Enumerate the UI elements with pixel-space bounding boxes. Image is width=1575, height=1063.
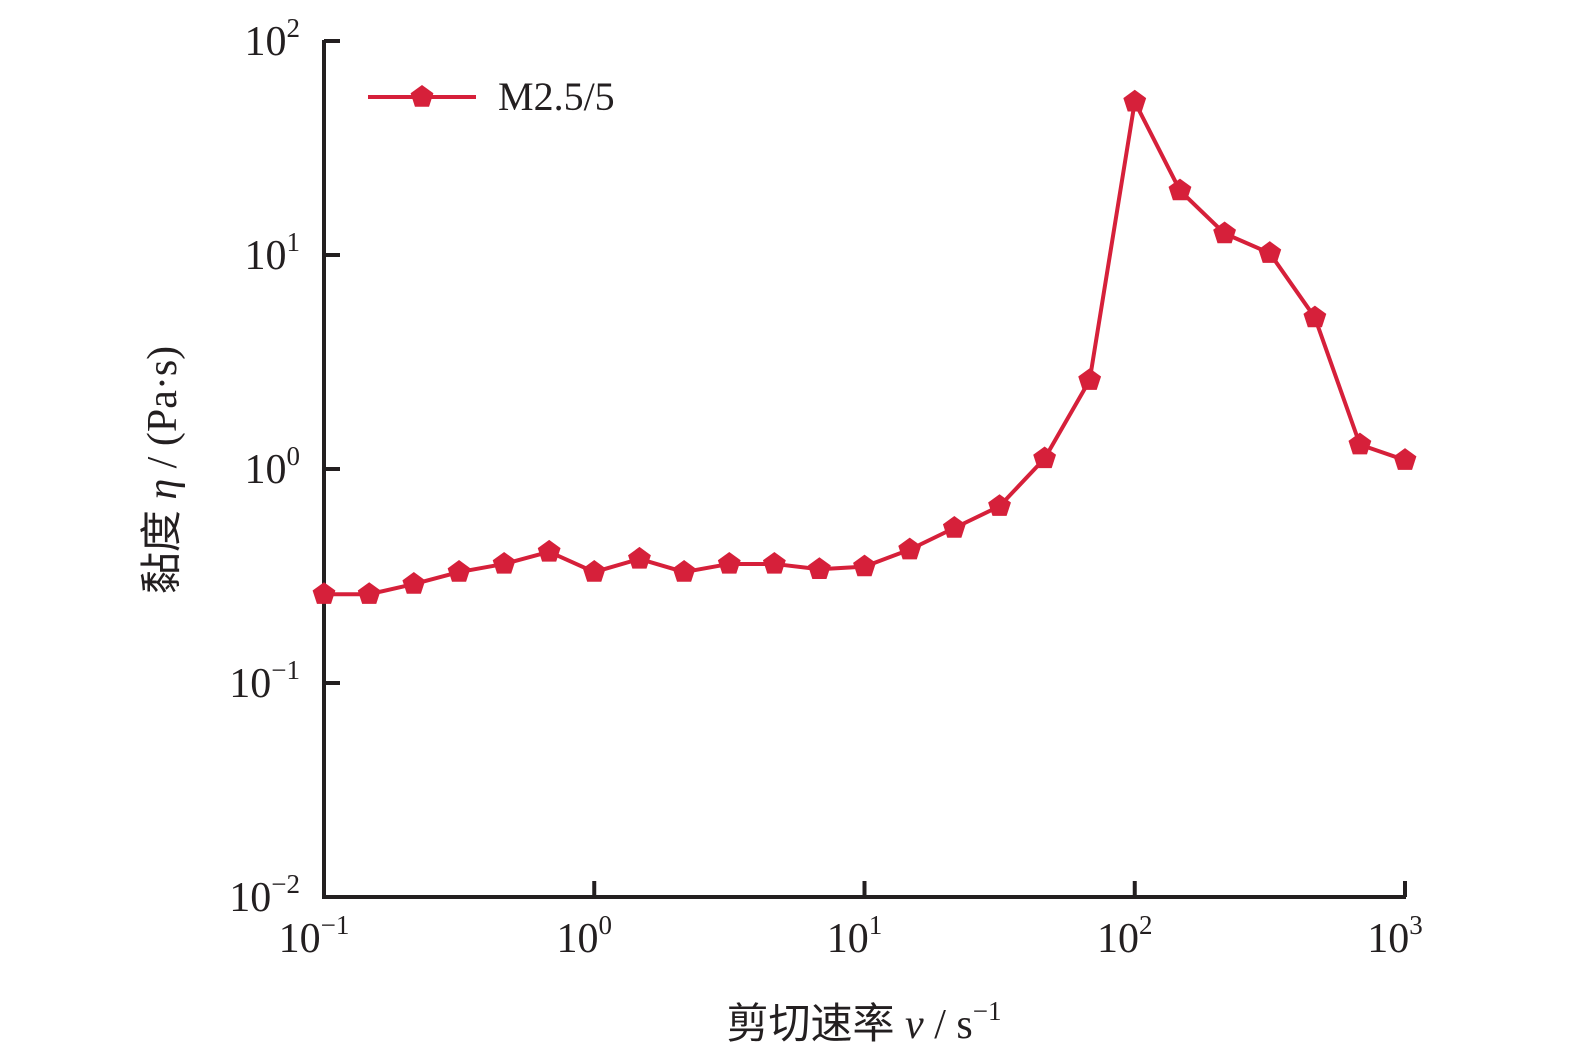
data-point-marker: [762, 551, 786, 574]
data-point-marker: [1303, 305, 1327, 328]
y-tick-exponent: −2: [271, 869, 300, 899]
x-axis-title: 剪切速率 v / s−1: [727, 996, 1002, 1048]
data-point-marker: [988, 494, 1011, 516]
data-point-marker: [808, 557, 831, 579]
data-point-marker: [1123, 89, 1147, 112]
data-point-marker: [942, 516, 966, 538]
x-tick-label: 102: [1097, 910, 1153, 962]
x-tick-label: 101: [827, 910, 883, 962]
data-point-marker: [492, 551, 516, 574]
x-ticks: 10−1 100 101 102 103: [279, 881, 1423, 962]
data-point-marker: [672, 560, 696, 582]
data-point-marker: [1348, 432, 1372, 455]
y-axis-title-prefix: 黏度: [140, 500, 186, 595]
y-tick-base: 10: [245, 19, 287, 65]
y-tick-label: 101: [245, 227, 301, 279]
x-tick-exponent: −1: [321, 910, 350, 940]
y-tick-base: 10: [229, 875, 271, 921]
data-point-marker: [357, 582, 381, 604]
x-tick-base: 10: [1097, 916, 1139, 962]
x-axis-title-prefix: 剪切速率: [727, 1001, 906, 1048]
legend-label: M2.5/5: [498, 74, 615, 119]
x-tick-label: 100: [557, 910, 613, 962]
x-tick-base: 10: [557, 916, 599, 962]
data-point-marker: [1258, 241, 1282, 263]
x-axis-title-unit-exponent: −1: [973, 996, 1002, 1026]
y-tick-label: 10−2: [229, 869, 300, 921]
y-tick-label: 100: [245, 441, 301, 493]
data-point-marker: [853, 554, 876, 577]
y-tick-base: 10: [229, 661, 271, 707]
y-tick-label: 10−1: [229, 655, 300, 707]
data-point-marker: [1033, 446, 1057, 469]
y-axis-title-variable: η: [140, 479, 186, 500]
x-tick-base: 10: [827, 916, 869, 962]
data-point-marker: [312, 582, 336, 604]
data-point-marker: [537, 539, 561, 562]
legend-marker: [410, 85, 434, 107]
x-axis-title-variable: v: [905, 1002, 924, 1048]
axes: [322, 40, 1406, 899]
x-tick-exponent: 2: [1139, 910, 1153, 940]
data-point-marker: [628, 546, 651, 569]
y-tick-exponent: 0: [287, 441, 301, 471]
data-point-marker: [1168, 178, 1192, 201]
data-point-marker: [402, 572, 426, 594]
x-tick-exponent: 3: [1409, 910, 1423, 940]
x-tick-label: 10−1: [279, 910, 350, 962]
y-tick-exponent: 2: [287, 13, 301, 43]
x-tick-base: 10: [1367, 916, 1409, 962]
y-axis-title-unit: / (Pa·s): [140, 346, 186, 479]
data-point-marker: [1213, 221, 1236, 244]
data-point-marker: [582, 560, 606, 582]
x-tick-exponent: 1: [869, 910, 883, 940]
y-tick-label: 102: [245, 13, 301, 65]
y-axis-title: 黏度 η / (Pa·s): [140, 346, 186, 594]
data-point-marker: [1393, 448, 1417, 470]
x-tick-label: 103: [1367, 910, 1423, 962]
data-point-marker: [717, 551, 741, 574]
x-tick-base: 10: [279, 916, 321, 962]
y-tick-base: 10: [245, 447, 287, 493]
y-tick-exponent: 1: [287, 227, 301, 257]
series-layer: [312, 89, 1417, 604]
y-tick-exponent: −1: [271, 655, 300, 685]
legend: M2.5/5: [368, 74, 615, 119]
series-line: [324, 99, 1406, 597]
data-point-marker: [898, 537, 922, 560]
data-point-marker: [1078, 368, 1102, 390]
y-tick-base: 10: [245, 233, 287, 279]
data-point-marker: [447, 560, 471, 582]
x-tick-exponent: 0: [599, 910, 613, 940]
x-axis-title-unit: / s: [924, 1002, 973, 1048]
